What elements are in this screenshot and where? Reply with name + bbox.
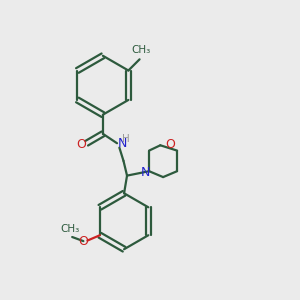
Text: O: O bbox=[166, 138, 176, 151]
Text: N: N bbox=[118, 137, 128, 150]
Text: O: O bbox=[76, 139, 86, 152]
Text: N: N bbox=[140, 166, 150, 179]
Text: H: H bbox=[122, 134, 130, 144]
Text: CH₃: CH₃ bbox=[131, 45, 150, 55]
Text: O: O bbox=[78, 235, 88, 248]
Text: CH₃: CH₃ bbox=[60, 224, 80, 234]
